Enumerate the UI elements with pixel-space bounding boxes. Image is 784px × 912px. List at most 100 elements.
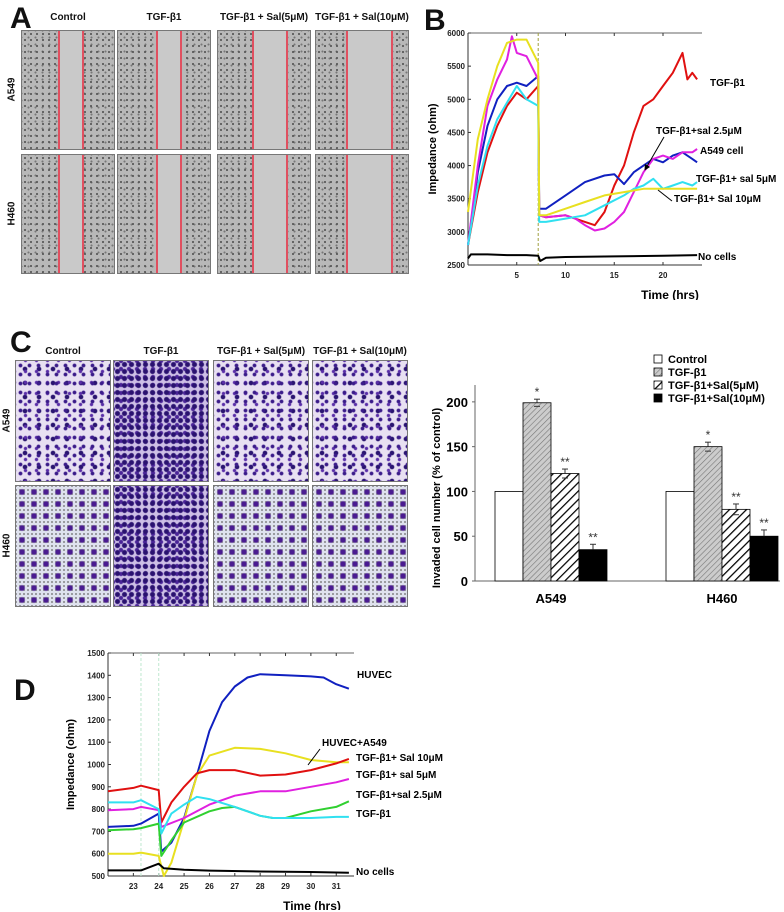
y-tick-label: 1100 — [88, 738, 106, 747]
x-tick-label: 31 — [332, 882, 341, 891]
significance-marker: ** — [759, 516, 769, 530]
micrograph-image — [217, 30, 311, 150]
panel-d-letter: D — [14, 674, 36, 707]
stained-image — [15, 485, 111, 607]
plot-area: 500 600 700 800 900 1000 1100 1200 1300 1400 1500 2… — [65, 649, 443, 910]
column-title: TGF-β1 + Sal(10μM) — [313, 346, 407, 357]
x-tick-label: 26 — [205, 882, 214, 891]
x-tick-label: 25 — [180, 882, 189, 891]
y-tick-label: 50 — [454, 529, 468, 544]
x-tick-label: 20 — [659, 271, 668, 280]
legend-label: TGF-β1 — [668, 367, 707, 379]
y-axis-label: Impedance (ohm) — [427, 103, 439, 194]
annotation-label: No cells — [356, 867, 395, 878]
stained-image — [312, 485, 408, 607]
micrograph-image — [117, 30, 211, 150]
y-tick-label: 200 — [446, 395, 468, 410]
y-axis-label: Impedance (ohm) — [65, 719, 77, 810]
y-axis-label: Invaded cell number (% of control) — [431, 408, 443, 589]
legend-swatch — [653, 393, 663, 403]
wound-gap — [346, 31, 391, 149]
plot-area: 2500 3000 3500 4000 4500 5000 5500 6000 5 10 15 20 T… — [427, 29, 776, 300]
y-tick-label: 900 — [92, 783, 106, 792]
stain-texture — [313, 361, 407, 481]
series-line-3 — [107, 778, 350, 828]
y-tick-label: 3500 — [447, 195, 465, 204]
y-tick-label: 0 — [461, 574, 468, 589]
y-tick-label: 1000 — [87, 761, 105, 770]
annotation-arrow — [657, 189, 673, 202]
micrograph-image — [117, 154, 211, 274]
wound-edge-line — [346, 31, 348, 149]
y-tick-label: 4500 — [447, 128, 465, 137]
y-tick-label: 1500 — [87, 649, 105, 658]
annotation-label: TGF-β1+ Sal 10μM — [356, 753, 443, 764]
x-tick-label: 28 — [256, 882, 265, 891]
x-tick-label: 5 — [515, 271, 520, 280]
bar — [550, 473, 580, 582]
series-line-1 — [108, 746, 349, 877]
series-line-0 — [107, 673, 350, 853]
wound-gap — [156, 31, 180, 149]
wound-edge-line — [391, 155, 393, 273]
chart-b: 2500 3000 3500 4000 4500 5000 5500 6000 5 10 15 20 T… — [427, 29, 776, 300]
y-tick-label: 6000 — [447, 29, 465, 38]
wound-edge-line — [252, 31, 254, 149]
y-tick-label: 600 — [92, 850, 106, 859]
y-tick-label: 2500 — [447, 261, 465, 270]
wound-edge-line — [286, 31, 288, 149]
stain-texture — [214, 486, 308, 606]
wound-edge-line — [180, 31, 182, 149]
column-title: TGF-β1 + Sal(10μM) — [315, 12, 409, 23]
legend-swatch — [653, 367, 663, 377]
annotation-label: TGF-β1+ sal 5μM — [696, 174, 776, 185]
wound-edge-line — [58, 31, 60, 149]
wound-edge-line — [82, 155, 84, 273]
micrograph-image — [21, 154, 115, 274]
significance-marker: * — [706, 428, 711, 442]
annotation-arrow — [307, 748, 321, 766]
wound-edge-line — [82, 31, 84, 149]
wound-edge-line — [391, 31, 393, 149]
annotation-label: HUVEC — [357, 670, 392, 681]
stain-texture — [16, 361, 110, 481]
legend-label: TGF-β1+Sal(10μM) — [668, 393, 765, 405]
significance-marker: ** — [731, 490, 741, 504]
stain-texture — [16, 486, 110, 606]
wound-edge-line — [252, 155, 254, 273]
stained-image — [312, 360, 408, 482]
bar — [578, 549, 608, 582]
micrograph-image — [21, 30, 115, 150]
legend-swatch — [653, 380, 663, 390]
bar — [665, 491, 695, 582]
series-line-6 — [108, 862, 349, 874]
stain-texture — [114, 361, 208, 481]
significance-marker: ** — [588, 530, 598, 544]
x-tick-label: 27 — [230, 882, 239, 891]
annotation-label: TGF-β1+ Sal 10μM — [674, 194, 761, 205]
wound-gap — [58, 155, 82, 273]
series-line-3 — [467, 85, 698, 246]
wound-gap — [252, 155, 286, 273]
y-tick-label: 1300 — [87, 694, 105, 703]
series-line-5 — [108, 795, 349, 835]
category-label: A549 — [535, 591, 566, 606]
series-line-2 — [107, 757, 350, 824]
y-tick-label: 800 — [92, 805, 106, 814]
column-title: Control — [50, 12, 86, 23]
panel-a-letter: A — [10, 2, 32, 35]
x-axis-label: Time (hrs) — [641, 288, 699, 300]
series-line-2 — [467, 35, 698, 246]
x-tick-label: 29 — [281, 882, 290, 891]
series-line-0 — [467, 51, 698, 246]
significance-marker: * — [535, 385, 540, 399]
annotation-label: No cells — [698, 252, 737, 263]
micrograph-image — [315, 154, 409, 274]
annotation-label: TGF-β1 — [710, 78, 745, 89]
y-tick-label: 1400 — [87, 671, 105, 680]
category-label: H460 — [706, 591, 737, 606]
y-tick-label: 150 — [446, 440, 468, 455]
annotation-label: HUVEC+A549 — [322, 738, 387, 749]
x-tick-label: 15 — [610, 271, 619, 280]
